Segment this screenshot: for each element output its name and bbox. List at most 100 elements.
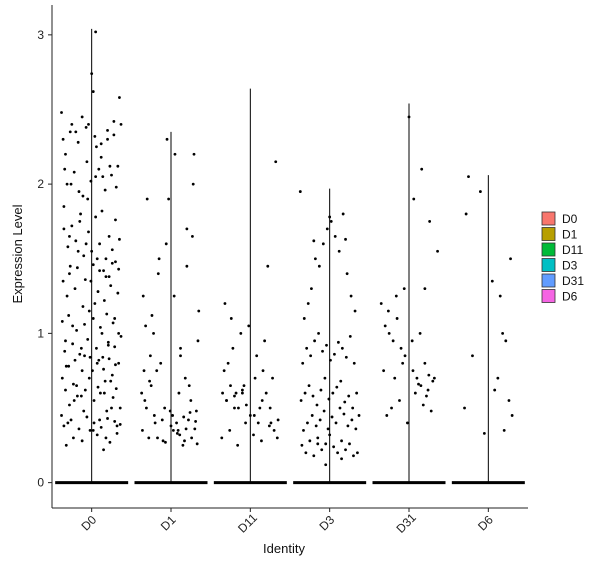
point-D1 [177, 391, 181, 395]
point-D3 [307, 384, 311, 388]
point-D0 [89, 179, 93, 183]
point-D0 [60, 414, 63, 417]
point-D11 [239, 331, 243, 335]
point-D0 [72, 170, 76, 174]
legend-swatch-D11 [541, 242, 556, 257]
point-D3 [328, 433, 332, 437]
point-D0 [62, 205, 66, 208]
point-D3 [312, 239, 316, 243]
point-D0 [118, 406, 122, 410]
point-D11 [241, 391, 244, 395]
point-D3 [339, 379, 343, 383]
point-D11 [228, 428, 232, 432]
point-D0 [64, 339, 67, 343]
point-D0 [106, 137, 109, 141]
point-D0 [73, 287, 77, 290]
point-D0 [76, 249, 80, 253]
point-D0 [87, 123, 90, 126]
point-D0 [110, 406, 113, 410]
point-D11 [220, 436, 224, 440]
point-D0 [64, 364, 68, 368]
legend-swatch-D3 [541, 258, 556, 272]
y-tick-label: 1 [37, 326, 44, 340]
point-D11 [269, 421, 273, 425]
point-D3 [302, 317, 306, 320]
point-D3 [302, 428, 305, 432]
point-D0 [94, 215, 98, 219]
point-D3 [333, 234, 337, 238]
point-D0 [80, 115, 84, 119]
point-D3 [348, 334, 352, 338]
legend-swatch-D1 [541, 227, 556, 241]
point-D0 [95, 433, 99, 437]
point-D1 [141, 294, 145, 298]
point-D0 [60, 376, 64, 380]
point-D3 [343, 400, 347, 404]
point-D0 [83, 278, 87, 282]
point-D0 [79, 346, 83, 350]
y-axis-title: Expression Level [10, 204, 25, 303]
point-D31 [415, 376, 419, 380]
point-D0 [108, 164, 112, 168]
point-D0 [101, 175, 105, 179]
point-D6 [479, 190, 482, 193]
point-D31 [403, 354, 407, 358]
point-D3 [344, 355, 348, 359]
point-D0 [96, 385, 100, 389]
point-D1 [150, 314, 154, 317]
point-D0 [98, 391, 102, 395]
point-D1 [157, 257, 161, 261]
point-D31 [390, 406, 393, 410]
point-D0 [72, 436, 75, 440]
point-D1 [147, 436, 151, 440]
point-D0 [104, 257, 108, 261]
point-D3 [344, 448, 347, 452]
point-D0 [110, 173, 113, 177]
point-D0 [87, 230, 90, 234]
point-D1 [161, 439, 165, 443]
point-D3 [311, 394, 315, 398]
point-D6 [501, 331, 505, 335]
point-D31 [393, 376, 397, 380]
point-D11 [274, 160, 278, 164]
point-D0 [93, 302, 97, 305]
point-D3 [351, 406, 355, 410]
point-D11 [258, 406, 262, 410]
point-D31 [427, 373, 431, 377]
point-D1 [183, 439, 186, 443]
point-D11 [261, 369, 265, 373]
point-D0 [97, 358, 101, 362]
point-D3 [326, 427, 330, 431]
point-D1 [182, 415, 186, 419]
point-D31 [412, 197, 416, 201]
x-tick-label: D6 [475, 513, 496, 534]
point-D1 [179, 354, 182, 358]
point-D11 [272, 428, 276, 432]
x-axis-title: Identity [263, 541, 305, 556]
point-D31 [428, 220, 432, 223]
point-D6 [498, 294, 502, 298]
point-D1 [185, 227, 189, 231]
point-D0 [69, 418, 73, 422]
point-D0 [94, 175, 98, 179]
point-D0 [91, 90, 95, 93]
point-D31 [423, 287, 427, 290]
point-D3 [306, 421, 309, 425]
point-D6 [463, 406, 466, 410]
point-D0 [78, 352, 82, 356]
point-D0 [98, 269, 101, 273]
point-D11 [234, 391, 238, 395]
point-D3 [301, 361, 305, 365]
point-D6 [467, 175, 470, 179]
point-D0 [64, 443, 68, 447]
point-D0 [90, 72, 94, 76]
point-D3 [355, 391, 359, 395]
point-D0 [82, 254, 86, 258]
point-D3 [325, 343, 328, 347]
point-D31 [382, 369, 386, 373]
point-D0 [81, 305, 85, 308]
point-D0 [105, 312, 109, 316]
point-D3 [321, 242, 325, 246]
point-D3 [304, 451, 308, 455]
point-D1 [197, 309, 201, 313]
